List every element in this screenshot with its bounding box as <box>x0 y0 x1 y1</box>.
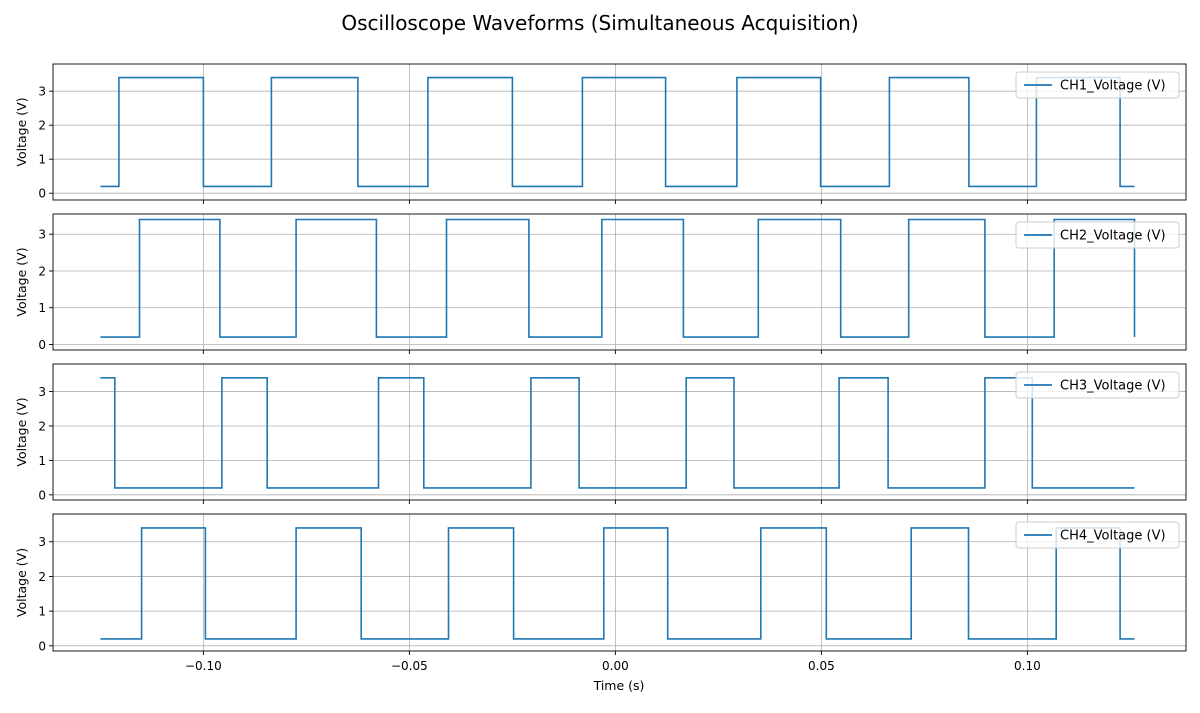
x-tick-label: −0.10 <box>185 659 222 673</box>
legend-label: CH2_Voltage (V) <box>1060 229 1166 244</box>
y-tick-label: 1 <box>38 605 46 619</box>
y-axis-label: Voltage (V) <box>14 548 29 617</box>
legend-label: CH3_Voltage (V) <box>1060 379 1166 394</box>
legend-box <box>1015 221 1180 249</box>
y-tick-label: 0 <box>38 338 46 352</box>
chart-title: Oscilloscope Waveforms (Simultaneous Acq… <box>341 11 858 35</box>
y-axis-label: Voltage (V) <box>14 397 29 466</box>
y-tick-label: 0 <box>38 187 46 201</box>
y-tick-label: 2 <box>38 264 46 278</box>
legend-label: CH1_Voltage (V) <box>1060 79 1166 94</box>
y-tick-label: 3 <box>38 228 46 242</box>
subplot-ch3: 0 1 2 3 Voltage (V) CH3_Voltage (V) <box>14 363 1187 504</box>
y-tick-label: 2 <box>38 570 46 584</box>
waveform-ch3 <box>100 377 1135 489</box>
y-tick-label: 2 <box>38 419 46 433</box>
y-tick-label: 1 <box>38 153 46 167</box>
waveform-ch1 <box>100 76 1135 188</box>
x-tick-label: 0.00 <box>602 659 629 673</box>
x-tick-label: 0.10 <box>1014 659 1041 673</box>
y-tick-label: 1 <box>38 454 46 468</box>
subplot-ch1: 0 1 2 3 Voltage (V) CH1_Voltage (V) <box>14 63 1187 204</box>
y-tick-label: 1 <box>38 301 46 315</box>
axes-frame <box>52 363 1187 501</box>
y-tick-label: 0 <box>38 639 46 653</box>
x-axis-label: Time (s) <box>593 678 645 693</box>
subplot-ch2: 0 1 2 3 Voltage (V) CH2_Voltage (V) <box>14 213 1187 354</box>
y-axis-label: Voltage (V) <box>14 97 29 166</box>
legend-box <box>1015 371 1180 399</box>
subplot-panels: 0 1 2 3 Voltage (V) CH1_Voltage (V) 0 1 2 3 Voltag… <box>14 63 1187 673</box>
axes-frame <box>52 63 1187 201</box>
x-tick-label: −0.05 <box>391 659 428 673</box>
legend-box <box>1015 521 1180 549</box>
y-tick-label: 3 <box>38 385 46 399</box>
waveform-ch4 <box>100 527 1135 640</box>
waveform-ch2 <box>100 218 1136 338</box>
y-tick-label: 3 <box>38 85 46 99</box>
legend-box <box>1015 71 1180 99</box>
subplot-ch4: 0 1 2 3 −0.10 −0.05 0.00 0.05 0.10 Voltage (V) CH4… <box>14 513 1187 673</box>
y-axis-label: Voltage (V) <box>14 247 29 316</box>
y-tick-label: 2 <box>38 119 46 133</box>
y-tick-label: 0 <box>38 488 46 502</box>
y-tick-label: 3 <box>38 535 46 549</box>
axes-frame <box>52 213 1187 351</box>
axes-frame <box>52 513 1187 652</box>
legend-label: CH4_Voltage (V) <box>1060 529 1166 544</box>
x-tick-label: 0.05 <box>808 659 835 673</box>
